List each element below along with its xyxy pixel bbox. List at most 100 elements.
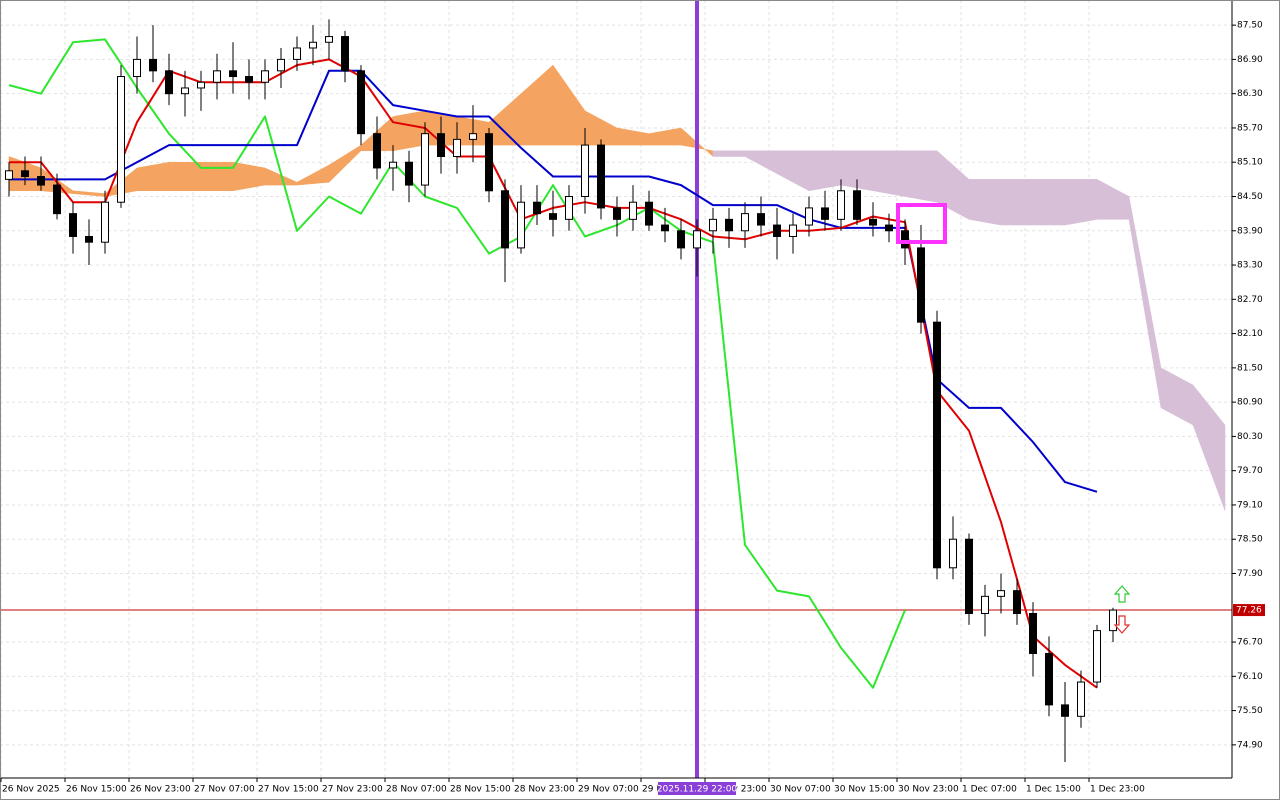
- x-tick-label: 26 Nov 2025: [2, 785, 60, 795]
- candle-body: [197, 81, 205, 89]
- price-label: 77.26: [1236, 606, 1262, 616]
- candle-body: [629, 201, 637, 220]
- candle-body: [181, 87, 189, 95]
- cloud-segment: [1192, 384, 1226, 511]
- y-tick-label: 85.70: [1237, 123, 1263, 133]
- x-tick-label: 26 Nov 15:00: [66, 785, 127, 795]
- cloud-segment: [904, 150, 938, 203]
- y-tick-label: 79.70: [1237, 466, 1263, 476]
- candle-body: [421, 133, 429, 186]
- candle-body: [661, 224, 669, 232]
- candle-body: [293, 47, 301, 60]
- candle-body: [997, 590, 1005, 597]
- candle-body: [357, 70, 365, 135]
- candle-body: [245, 76, 253, 83]
- candle-body: [597, 144, 605, 209]
- candle-body: [389, 161, 397, 169]
- axis-layer: 87.50 86.90 86.30 85.70 85.10 84.50 83.90 83.30…: [0, 21, 1265, 795]
- candle-body: [805, 207, 813, 226]
- candle-body: [53, 184, 61, 215]
- candle-body: [309, 41, 317, 49]
- cloud-segment: [1064, 179, 1098, 226]
- candle-body: [149, 58, 157, 72]
- x-tick-label: 1 Dec 15:00: [1026, 785, 1081, 795]
- y-tick-label: 75.50: [1237, 706, 1263, 716]
- candle-body: [117, 76, 125, 203]
- x-tick-label: 28 Nov 07:00: [386, 785, 447, 795]
- candle-body: [517, 201, 525, 249]
- y-tick-label: 80.90: [1237, 398, 1263, 408]
- candle-body: [261, 70, 269, 83]
- candle-body: [949, 538, 957, 569]
- highlight-box: [896, 203, 947, 244]
- candle-body: [965, 538, 973, 614]
- candle-body: [485, 133, 493, 192]
- cloud-segment: [872, 150, 906, 197]
- candle-body: [933, 321, 941, 569]
- x-tick-label: 1 Dec 07:00: [962, 785, 1017, 795]
- sell-arrow: [1113, 615, 1131, 634]
- candle-body: [165, 70, 173, 95]
- candle-body: [565, 195, 573, 220]
- y-tick-label: 76.10: [1237, 672, 1263, 682]
- candle-body: [1093, 630, 1101, 683]
- time-marker-box: [658, 782, 736, 795]
- candle-body: [405, 161, 413, 186]
- candle-body: [581, 144, 589, 197]
- candle-body: [373, 133, 381, 169]
- x-tick-label: 27 Nov 23:00: [322, 785, 383, 795]
- x-tick-label: 30 Nov 23:00: [898, 785, 959, 795]
- grid-layer: [0, 0, 1232, 778]
- y-tick-label: 82.70: [1237, 295, 1263, 305]
- candle-body: [693, 230, 701, 249]
- x-tick-label: 30 Nov 15:00: [834, 785, 895, 795]
- candle-body: [37, 176, 45, 186]
- y-tick-label: 85.10: [1237, 158, 1263, 168]
- candle-body: [773, 224, 781, 237]
- candle-body: [789, 224, 797, 237]
- candle-body: [757, 213, 765, 226]
- price-label-box: [1233, 604, 1265, 617]
- candle-body: [277, 58, 285, 72]
- candle-body: [1045, 652, 1053, 706]
- cloud-segment: [712, 150, 746, 157]
- candle-body: [533, 201, 541, 215]
- x-tick-label: 28 Nov 15:00: [450, 785, 511, 795]
- x-tick-label: 29 Nov 07:00: [578, 785, 639, 795]
- y-tick-label: 87.50: [1237, 21, 1263, 31]
- y-tick-label: 86.30: [1237, 89, 1263, 99]
- candle-body: [133, 58, 141, 78]
- candle-body: [885, 224, 893, 232]
- candle-body: [1029, 612, 1037, 654]
- candle-body: [213, 70, 221, 83]
- x-tick-label: 1 Dec 23:00: [1090, 785, 1145, 795]
- candle-body: [5, 170, 13, 180]
- candle-body: [741, 213, 749, 232]
- y-tick-label: 74.90: [1237, 740, 1263, 750]
- candle-body: [101, 201, 109, 243]
- candle-body: [677, 230, 685, 249]
- y-tick-label: 83.30: [1237, 261, 1263, 271]
- time-marker-label: 2025.11.29 22:00: [657, 785, 738, 795]
- cloud-segment: [200, 161, 234, 192]
- indicator-line: [8, 38, 906, 689]
- candle-body: [869, 218, 877, 226]
- candle-body: [1109, 609, 1117, 632]
- candle-body: [85, 235, 93, 243]
- candle-body: [837, 190, 845, 220]
- y-tick-label: 82.10: [1237, 329, 1263, 339]
- y-tick-label: 77.90: [1237, 569, 1263, 579]
- candle-body: [549, 213, 557, 220]
- x-tick-label: 30 Nov 07:00: [770, 785, 831, 795]
- candle-body: [725, 218, 733, 232]
- x-tick-label: 26 Nov 23:00: [130, 785, 191, 795]
- candle-body: [229, 70, 237, 78]
- candle-layer: [5, 19, 1117, 763]
- candle-body: [341, 36, 349, 72]
- candle-body: [901, 230, 909, 249]
- cloud-segment: [1032, 179, 1066, 226]
- candle-body: [453, 138, 461, 158]
- candle-body: [645, 201, 653, 226]
